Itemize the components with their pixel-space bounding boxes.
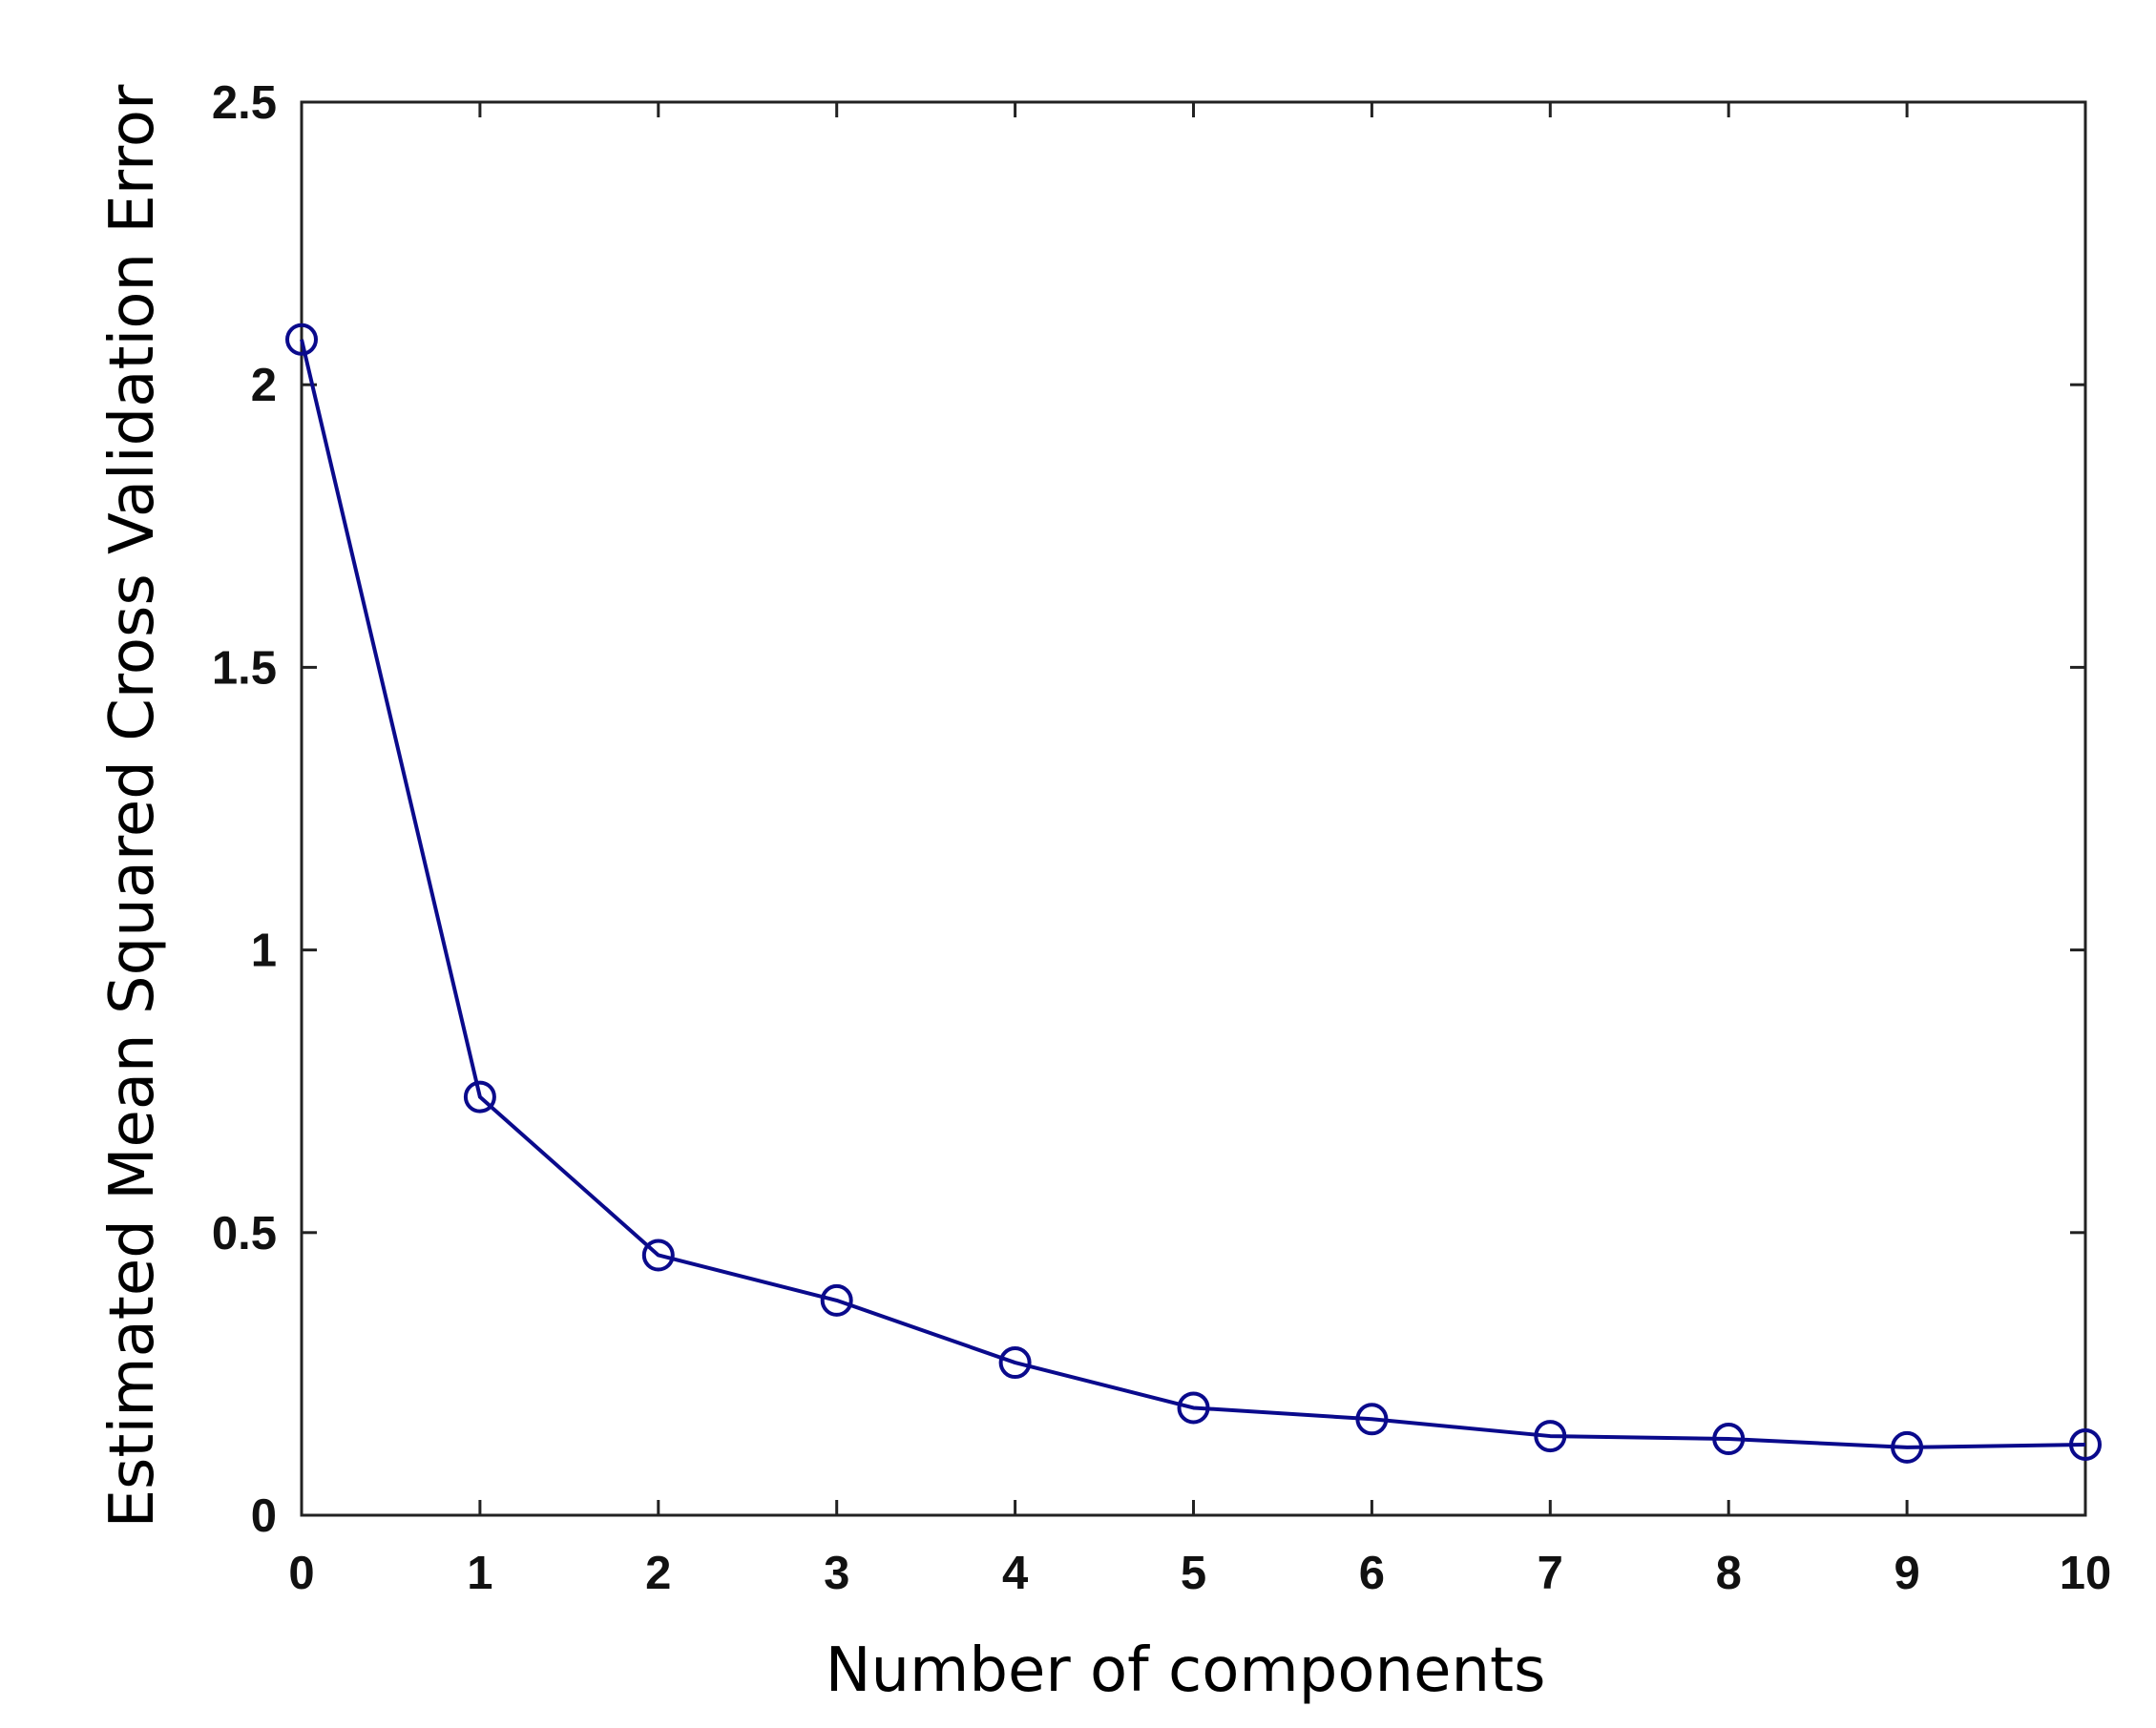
series-line: [300, 339, 2086, 1449]
y-tick-label: 0: [251, 1490, 277, 1542]
x-tick-label: 5: [1181, 1548, 1206, 1599]
x-tick-label: 10: [2060, 1548, 2112, 1599]
y-tick-label: 1.5: [212, 642, 277, 694]
y-tick-label: 2: [251, 360, 277, 411]
y-axis-ticks: 0 0.5 1 1.5 2 2.5: [212, 77, 2085, 1542]
x-tick-label: 1: [467, 1548, 492, 1599]
data-point: [2069, 1427, 2102, 1461]
x-tick-label: 3: [824, 1548, 849, 1599]
x-axis-ticks: 0 1 2 3 4 5 6 7 8 9 10: [288, 102, 2111, 1599]
x-tick-label: 0: [288, 1548, 314, 1599]
y-tick-label: 2.5: [212, 77, 277, 129]
x-axis-label: Number of components: [826, 1635, 1546, 1706]
y-tick-label: 0.5: [212, 1208, 277, 1260]
data-point: [1177, 1391, 1210, 1425]
x-tick-label: 6: [1359, 1548, 1385, 1599]
x-tick-label: 4: [1002, 1548, 1028, 1599]
data-point: [1534, 1420, 1567, 1453]
data-point: [641, 1239, 675, 1272]
data-point: [463, 1080, 496, 1114]
x-tick-label: 8: [1716, 1548, 1742, 1599]
y-axis-label: Estimated Mean Squared Cross Validation …: [97, 84, 168, 1529]
data-point: [285, 323, 318, 356]
data-point: [1891, 1430, 1924, 1464]
data-point: [820, 1283, 853, 1317]
data-point: [998, 1346, 1032, 1380]
x-tick-label: 2: [645, 1548, 671, 1599]
x-tick-label: 7: [1538, 1548, 1563, 1599]
series-group: [285, 323, 2102, 1464]
y-tick-label: 1: [251, 926, 277, 977]
x-tick-label: 9: [1894, 1548, 1919, 1599]
data-point: [1355, 1403, 1389, 1436]
data-point: [1712, 1423, 1746, 1456]
